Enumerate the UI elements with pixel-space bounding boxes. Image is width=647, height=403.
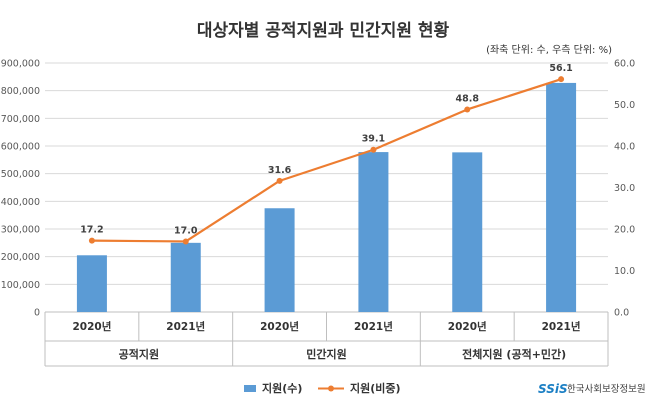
category-label: 2020년 xyxy=(260,320,299,333)
left-tick-label: 300,000 xyxy=(1,225,40,236)
data-label: 39.1 xyxy=(362,134,385,145)
data-label: 48.8 xyxy=(456,93,480,104)
legend-line-marker xyxy=(328,385,334,392)
bar xyxy=(358,152,389,312)
left-tick-label: 200,000 xyxy=(1,252,40,263)
branding: SSiS 한국사회보장정보원 xyxy=(538,382,646,396)
group-label: 민간지원 xyxy=(306,347,346,361)
right-tick-label: 10.0 xyxy=(614,266,635,277)
brand-logo-text: SSiS xyxy=(538,382,568,396)
unit-note: (좌축 단위: 수, 우측 단위: %) xyxy=(486,43,612,56)
category-label: 2020년 xyxy=(448,320,487,333)
legend-line-label: 지원(비중) xyxy=(350,381,401,395)
bar-series xyxy=(76,82,577,312)
left-tick-label: 700,000 xyxy=(1,114,40,125)
left-tick-label: 0 xyxy=(34,308,40,319)
line-point xyxy=(370,146,377,153)
data-label: 56.1 xyxy=(549,63,572,74)
legend-bar-label: 지원(수) xyxy=(262,381,302,395)
chart-title: 대상자별 공적지원과 민간지원 현황 xyxy=(197,21,450,41)
left-tick-label: 400,000 xyxy=(1,197,40,208)
category-label: 2021년 xyxy=(166,320,205,333)
line-series: 17.2 17.0 31.6 39.1 48.8 56.1 xyxy=(80,63,573,245)
legend-bar-swatch xyxy=(244,385,256,392)
right-tick-label: 50.0 xyxy=(614,100,635,111)
group-label: 전체지원 (공적+민간) xyxy=(462,347,566,361)
right-tick-label: 0.0 xyxy=(614,308,629,319)
right-tick-label: 30.0 xyxy=(614,183,635,194)
category-label: 2021년 xyxy=(354,320,393,333)
right-tick-label: 40.0 xyxy=(614,142,635,153)
left-tick-label: 600,000 xyxy=(1,142,40,153)
bar xyxy=(452,152,483,312)
data-label: 31.6 xyxy=(268,165,292,176)
left-tick-label: 500,000 xyxy=(1,169,40,180)
right-tick-label: 60.0 xyxy=(614,59,635,70)
left-tick-label: 100,000 xyxy=(1,280,40,291)
bar xyxy=(170,242,201,312)
right-tick-label: 20.0 xyxy=(614,225,635,236)
line-point xyxy=(558,76,565,83)
line-point xyxy=(464,106,471,113)
line-point xyxy=(88,237,95,244)
bar xyxy=(264,208,295,312)
brand-org-name: 한국사회보장정보원 xyxy=(567,384,646,395)
legend: 지원(수) 지원(비중) xyxy=(244,381,401,395)
category-label: 2021년 xyxy=(542,320,581,333)
line-point xyxy=(276,177,283,184)
line-point xyxy=(182,238,189,245)
data-label: 17.2 xyxy=(80,225,103,236)
left-tick-label: 900,000 xyxy=(1,59,40,70)
series-line xyxy=(91,78,562,243)
bar xyxy=(76,255,107,312)
left-axis-ticks: 0 100,000 200,000 300,000 400,000 500,000 600,… xyxy=(1,59,40,319)
category-label: 2020년 xyxy=(72,320,111,333)
gridlines xyxy=(45,62,608,313)
left-tick-label: 800,000 xyxy=(1,86,40,97)
bar xyxy=(546,82,577,312)
right-axis-ticks: 0.0 10.0 20.0 30.0 40.0 50.0 60.0 xyxy=(614,59,635,319)
group-label: 공적지원 xyxy=(119,347,159,361)
data-label: 17.0 xyxy=(174,225,198,236)
